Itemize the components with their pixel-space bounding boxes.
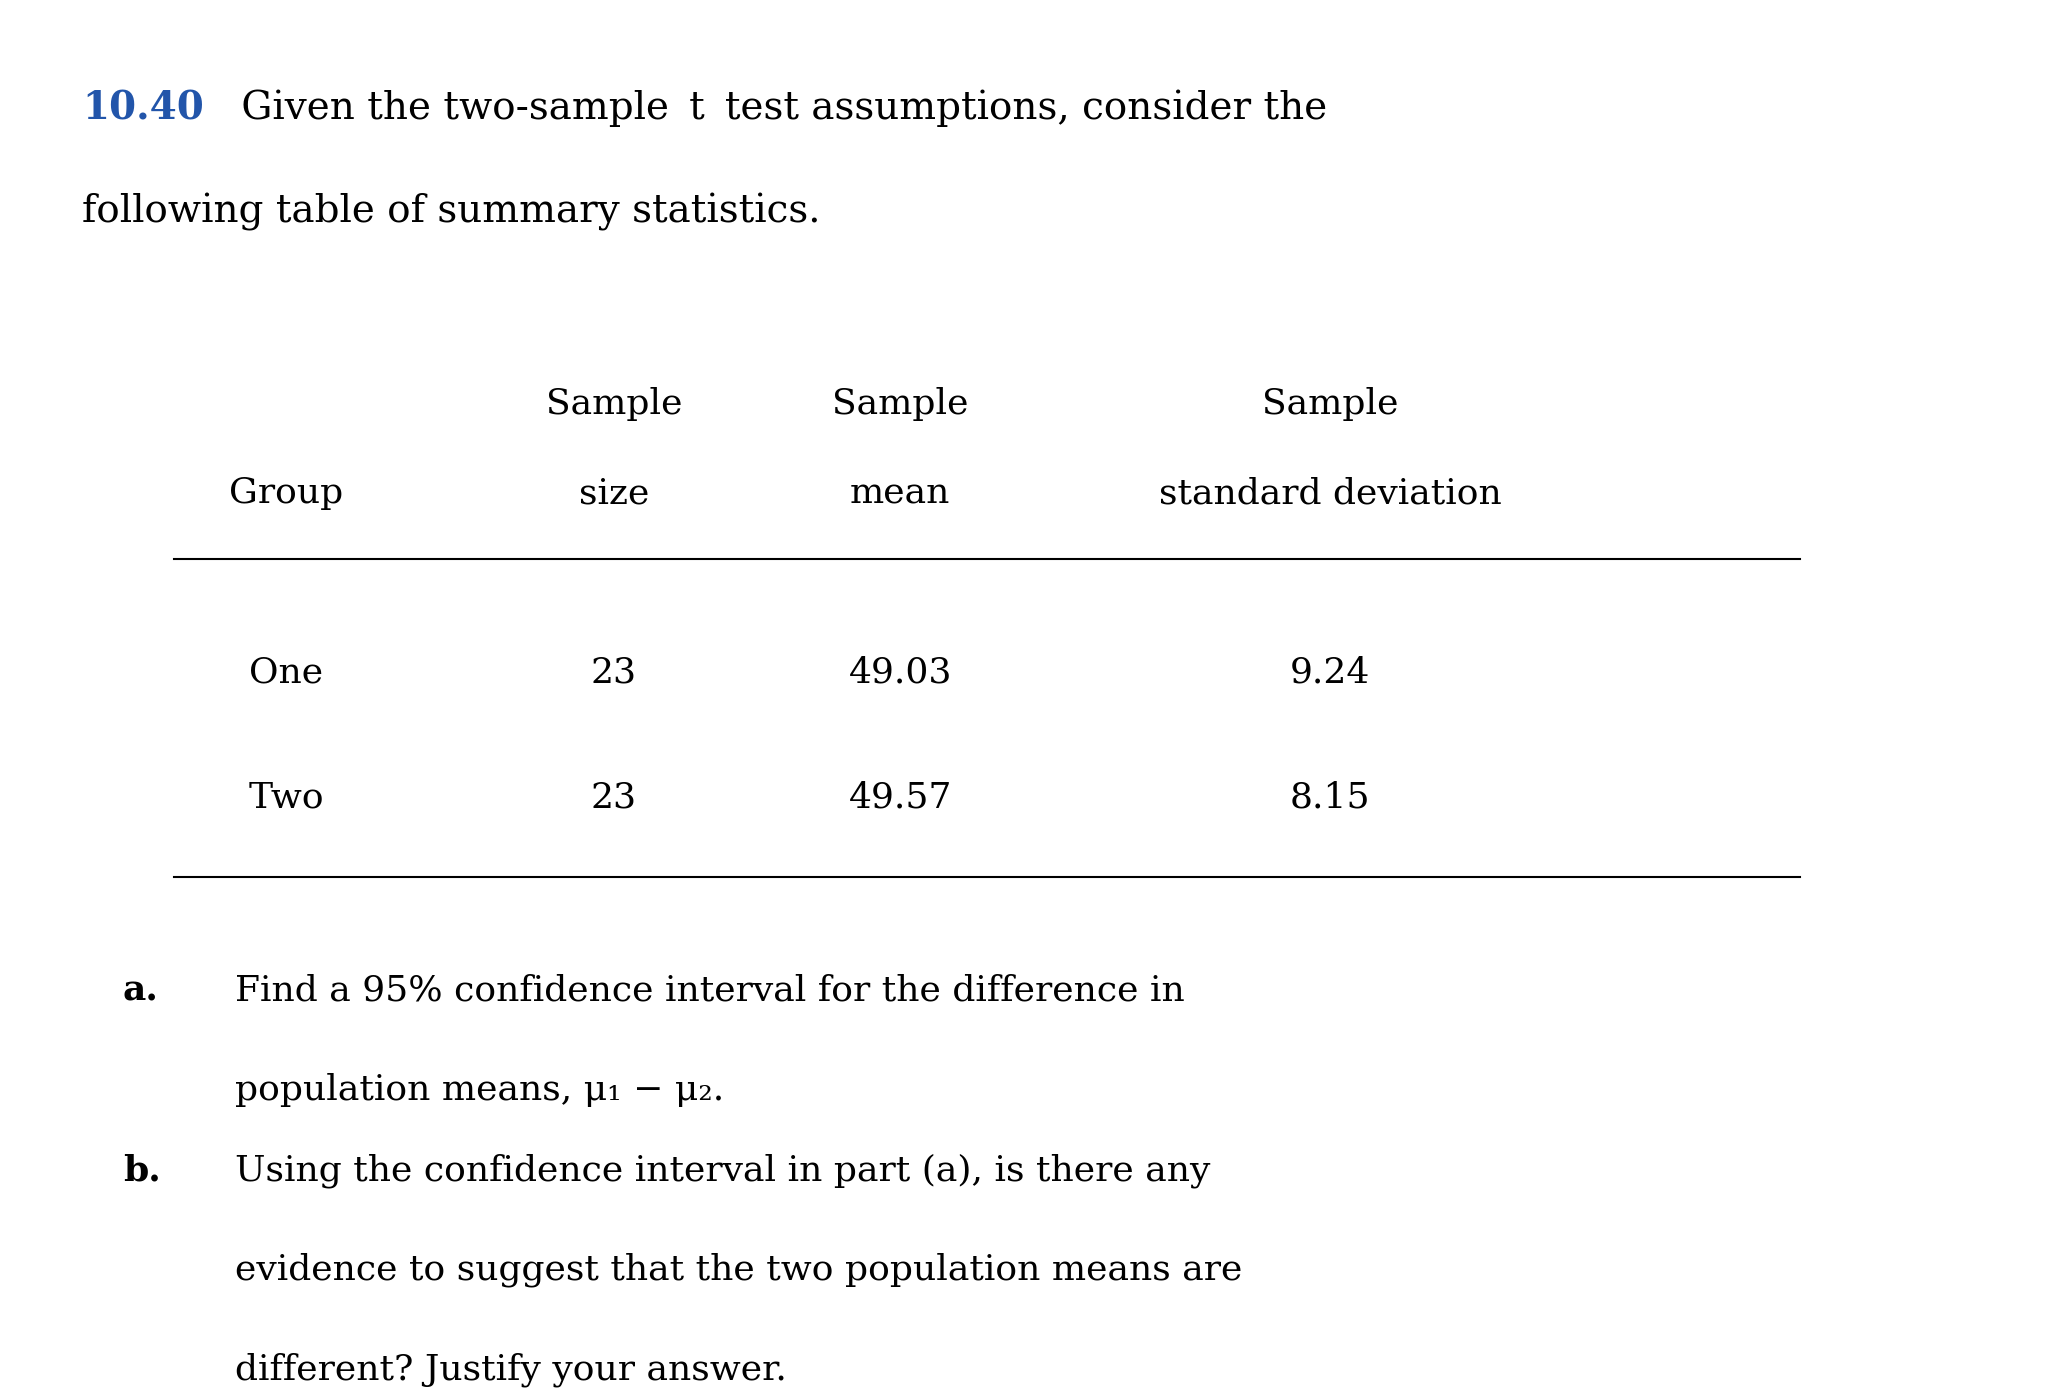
Text: 8.15: 8.15 [1289,780,1371,815]
Text: Given the two-sample  t  test assumptions, consider the: Given the two-sample t test assumptions,… [229,89,1328,127]
Text: Using the confidence interval in part (a), is there any: Using the confidence interval in part (a… [235,1153,1211,1188]
Text: 49.57: 49.57 [849,780,951,815]
Text: following table of summary statistics.: following table of summary statistics. [82,194,820,231]
Text: b.: b. [123,1153,160,1187]
Text: Group: Group [229,476,344,510]
Text: evidence to suggest that the two population means are: evidence to suggest that the two populat… [235,1252,1242,1287]
Text: Find a 95% confidence interval for the difference in: Find a 95% confidence interval for the d… [235,974,1185,1007]
Text: 9.24: 9.24 [1289,656,1371,690]
Text: 23: 23 [591,780,636,815]
Text: Sample: Sample [1262,387,1397,421]
Text: 49.03: 49.03 [849,656,951,690]
Text: different? Justify your answer.: different? Justify your answer. [235,1353,788,1386]
Text: Sample: Sample [546,387,681,421]
Text: mean: mean [849,476,951,510]
Text: One: One [250,656,323,690]
Text: standard deviation: standard deviation [1158,476,1502,510]
Text: 23: 23 [591,656,636,690]
Text: Sample: Sample [833,387,968,421]
Text: a.: a. [123,974,160,1007]
Text: population means, μ₁ − μ₂.: population means, μ₁ − μ₂. [235,1073,724,1107]
Text: 10.40: 10.40 [82,89,205,128]
Text: Two: Two [250,780,323,815]
Text: size: size [579,476,649,510]
